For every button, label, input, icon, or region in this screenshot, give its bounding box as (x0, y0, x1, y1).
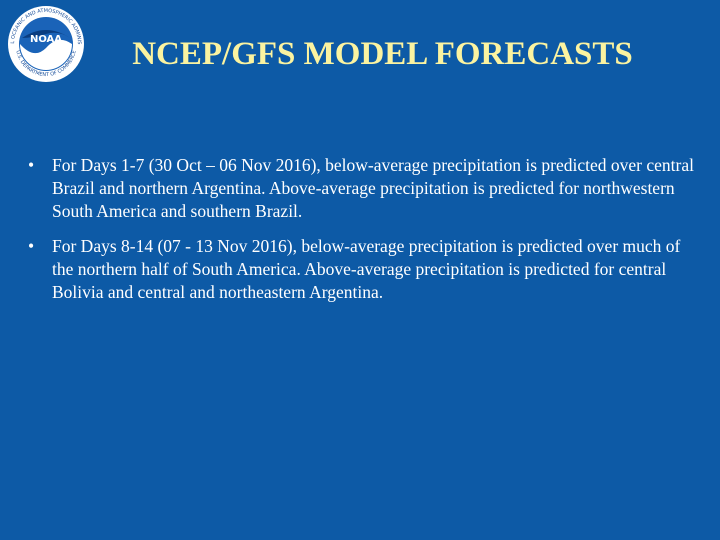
bullet-list: For Days 1-7 (30 Oct – 06 Nov 2016), bel… (28, 154, 696, 316)
bullet-item: For Days 8-14 (07 - 13 Nov 2016), below-… (28, 235, 696, 304)
logo-label: NOAA (30, 34, 62, 45)
bullet-item: For Days 1-7 (30 Oct – 06 Nov 2016), bel… (28, 154, 696, 223)
slide-title: NCEP/GFS MODEL FORECASTS (132, 36, 633, 72)
noaa-logo: NATIONAL OCEANIC AND ATMOSPHERIC ADMINIS… (6, 4, 84, 82)
